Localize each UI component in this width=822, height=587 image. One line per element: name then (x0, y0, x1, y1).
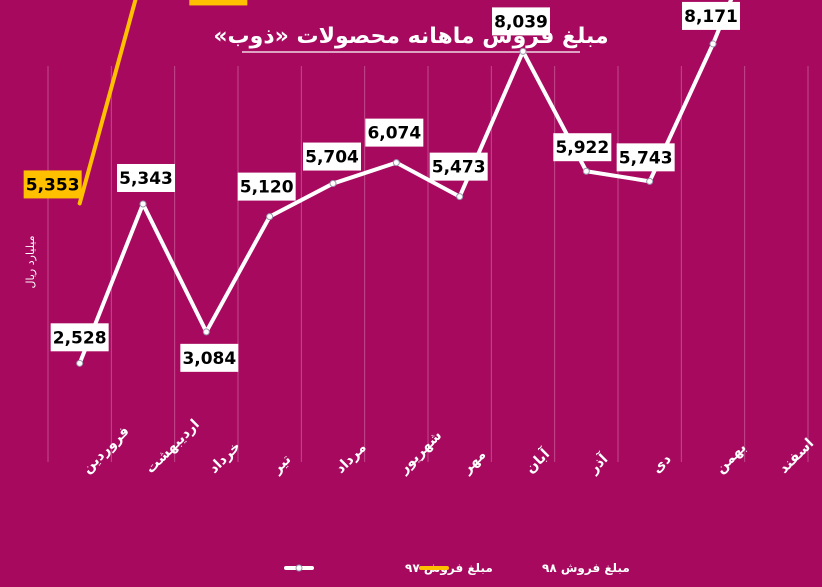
data-label-box (23, 170, 82, 199)
data-label: 8,039 (494, 12, 548, 32)
data-label: 5,353 (26, 175, 80, 195)
data-label: 3,084 (182, 349, 236, 369)
data-label: 5,922 (555, 138, 609, 158)
x-tick-label: فروردین (79, 423, 133, 477)
series-line-2 (77, 0, 209, 206)
data-point (646, 177, 654, 185)
data-label-box (117, 163, 175, 192)
legend-marker (295, 564, 303, 572)
data-label: 5,743 (619, 148, 673, 168)
data-point (76, 359, 84, 367)
x-tick-label: بهمن (713, 440, 750, 477)
data-label: 5,473 (432, 158, 486, 178)
x-tick-label: آبان (521, 444, 554, 477)
data-label-box (180, 343, 239, 372)
data-label: 5,343 (119, 169, 173, 189)
x-tick-label: دی (649, 451, 674, 476)
data-point (519, 47, 527, 55)
data-point (392, 159, 400, 167)
data-label-box (616, 143, 675, 172)
data-label: 8,171 (684, 7, 738, 27)
data-label-box (429, 152, 488, 181)
x-tick-label: شهریور (395, 427, 445, 477)
x-tick-label: تیر (268, 452, 294, 478)
data-label: 8,904 (191, 0, 245, 2)
x-tick-label: مرداد (333, 440, 370, 477)
y-axis-label: میلیارد ریال (24, 235, 37, 288)
x-tick-label: مهر (458, 447, 489, 478)
data-point (266, 213, 274, 221)
data-label-box (365, 118, 424, 147)
x-axis-ticks: فروردین اردیبهشت خرداد تیر مرداد شهریور مهر آبا… (79, 416, 817, 477)
data-label-box (50, 323, 109, 352)
legend-label-2: مبلغ فروش ۹۸ (542, 561, 630, 576)
data-label-box (553, 133, 612, 162)
data-label: 5,120 (240, 178, 294, 198)
data-label: 5,704 (305, 148, 359, 168)
data-label-box (682, 1, 740, 30)
x-tick-label: آذر (584, 449, 612, 477)
data-point (139, 200, 147, 208)
data-label-box (303, 142, 361, 171)
data-label: 6,074 (367, 124, 421, 144)
data-point (709, 40, 717, 48)
grid-lines (47, 66, 809, 462)
data-labels: 2,528 5,343 3,084 5,120 5,704 6,074 5,473 8,039… (23, 0, 740, 372)
data-label-box (237, 172, 296, 201)
data-label-box (189, 0, 248, 6)
data-label: 2,528 (53, 328, 107, 348)
data-point (329, 180, 337, 188)
x-tick-label: اردیبهشت (143, 416, 203, 476)
data-point (202, 328, 210, 336)
x-tick-label: اسفند (776, 435, 817, 476)
data-label-box (492, 7, 550, 36)
data-point (582, 167, 590, 175)
legend: مبلغ فروش ۹۷ مبلغ فروش ۹۸ (284, 561, 630, 576)
data-point (456, 193, 464, 201)
